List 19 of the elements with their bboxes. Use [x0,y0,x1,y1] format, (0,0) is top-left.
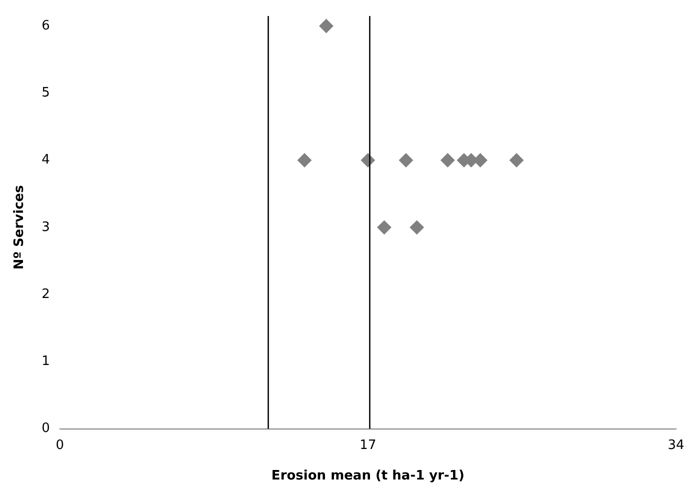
x-tick-label: 0 [56,438,64,453]
point [440,153,455,168]
x-axis-title: Erosion mean (t ha-1 yr-1) [271,468,464,484]
y-tick-label: 4 [42,152,50,168]
y-tick-label: 6 [42,18,50,34]
point [377,220,392,234]
point [510,153,524,168]
y-tick-label: 5 [42,86,50,101]
point [410,220,424,234]
x-tick-label: 34 [668,438,684,453]
y-tick-label: 2 [42,286,50,302]
x-tick-label: 17 [360,438,376,453]
point [398,153,413,168]
y-tick-label: 1 [42,354,50,370]
y-tick-label: 0 [42,421,50,436]
y-tick-label: 3 [42,220,50,235]
y-axis-title: Nº Services [12,184,28,270]
point [298,153,312,168]
point [319,19,334,33]
